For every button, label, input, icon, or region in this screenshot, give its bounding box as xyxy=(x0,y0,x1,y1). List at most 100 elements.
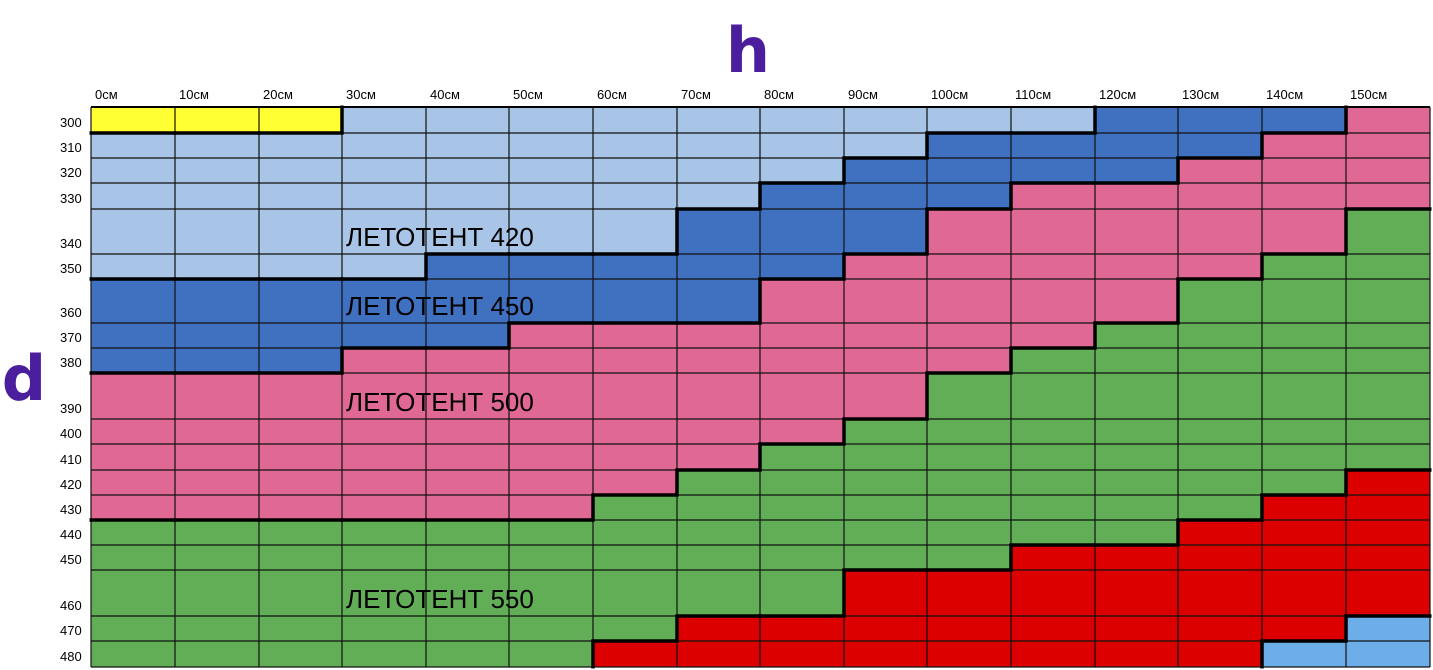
grid-cell xyxy=(342,545,426,570)
grid-cell xyxy=(426,419,509,444)
column-header: 40см xyxy=(430,87,460,102)
grid-cell xyxy=(259,209,342,254)
grid-cell xyxy=(927,158,1011,183)
row-header: 320 xyxy=(60,165,82,180)
grid-cell xyxy=(1011,254,1095,279)
grid-cell xyxy=(844,641,927,667)
row-header: 420 xyxy=(60,477,82,492)
grid-cell xyxy=(1011,279,1095,323)
grid-cell xyxy=(426,545,509,570)
grid-cell xyxy=(677,470,760,495)
grid-cell xyxy=(593,133,677,158)
grid-cell xyxy=(593,419,677,444)
grid-cell xyxy=(927,520,1011,545)
grid-cell xyxy=(927,254,1011,279)
grid-cell xyxy=(1095,641,1178,667)
row-header: 400 xyxy=(60,426,82,441)
grid-cell xyxy=(342,470,426,495)
grid-cell xyxy=(91,495,175,520)
grid-cell xyxy=(760,254,844,279)
grid-cell xyxy=(1178,419,1262,444)
grid-cell xyxy=(1346,373,1430,419)
grid-cell xyxy=(91,641,175,667)
grid-cell xyxy=(927,444,1011,470)
grid-cell xyxy=(844,323,927,348)
grid-cell xyxy=(1346,279,1430,323)
grid-cell xyxy=(1095,470,1178,495)
grid-cell xyxy=(1262,570,1346,616)
grid-cell xyxy=(509,133,593,158)
grid-cell xyxy=(593,470,677,495)
grid-cell xyxy=(1346,323,1430,348)
grid-cell xyxy=(175,419,259,444)
grid-cell xyxy=(1178,570,1262,616)
grid-cell xyxy=(677,616,760,641)
grid-cell xyxy=(927,641,1011,667)
row-header: 310 xyxy=(60,140,82,155)
grid-cell xyxy=(1346,183,1430,209)
grid-cell xyxy=(844,444,927,470)
grid-cell xyxy=(1178,254,1262,279)
row-header: 430 xyxy=(60,502,82,517)
grid-cell xyxy=(760,419,844,444)
grid-cell xyxy=(426,279,509,323)
grid-cell xyxy=(1178,209,1262,254)
grid-cell xyxy=(426,323,509,348)
column-header: 130см xyxy=(1182,87,1219,102)
grid-cell xyxy=(342,209,426,254)
grid-cell xyxy=(1011,616,1095,641)
column-header: 110см xyxy=(1015,87,1051,102)
grid-cell xyxy=(844,209,927,254)
grid-cell xyxy=(1011,158,1095,183)
grid-cell xyxy=(1262,158,1346,183)
grid-cell xyxy=(1262,419,1346,444)
grid-cell xyxy=(426,348,509,373)
grid-cell xyxy=(677,444,760,470)
grid-cell xyxy=(1346,444,1430,470)
row-header: 360 xyxy=(60,305,82,320)
grid-cell xyxy=(91,419,175,444)
grid-cell xyxy=(342,641,426,667)
column-headers: 0см 10см 20см 30см 40см 50см 60см 70см 80см 90см 1… xyxy=(95,87,1387,102)
grid-cell xyxy=(927,570,1011,616)
grid-cell xyxy=(1178,133,1262,158)
y-axis-title: d xyxy=(2,342,46,415)
grid-cell xyxy=(927,133,1011,158)
grid-cell xyxy=(1262,444,1346,470)
grid-cell xyxy=(1095,348,1178,373)
zone-borders xyxy=(89,105,1432,669)
grid-cell xyxy=(927,183,1011,209)
grid-cell xyxy=(760,107,844,133)
grid-cell xyxy=(593,107,677,133)
grid-cell xyxy=(677,348,760,373)
grid-cell xyxy=(927,495,1011,520)
grid-cell xyxy=(426,470,509,495)
grid-cell xyxy=(844,158,927,183)
grid-cell xyxy=(175,570,259,616)
grid-cell xyxy=(1095,323,1178,348)
grid-cell xyxy=(509,209,593,254)
grid-cell xyxy=(1095,444,1178,470)
grid-cell xyxy=(844,133,927,158)
grid-cell xyxy=(1346,133,1430,158)
grid-cell xyxy=(509,183,593,209)
grid-cell xyxy=(1095,279,1178,323)
grid-cell xyxy=(677,545,760,570)
grid-cell xyxy=(1178,444,1262,470)
grid-cell xyxy=(342,158,426,183)
grid-cell xyxy=(593,323,677,348)
grid-cell xyxy=(1346,158,1430,183)
grid-cell xyxy=(760,444,844,470)
grid-cell xyxy=(175,254,259,279)
grid-cell xyxy=(1095,254,1178,279)
grid-cell xyxy=(1178,348,1262,373)
grid-cell xyxy=(844,254,927,279)
grid-cell xyxy=(927,545,1011,570)
grid-cell xyxy=(677,183,760,209)
grid-cell xyxy=(927,323,1011,348)
grid-cell xyxy=(1178,183,1262,209)
grid-cell xyxy=(426,444,509,470)
grid-cell xyxy=(426,520,509,545)
grid-cell xyxy=(1178,373,1262,419)
